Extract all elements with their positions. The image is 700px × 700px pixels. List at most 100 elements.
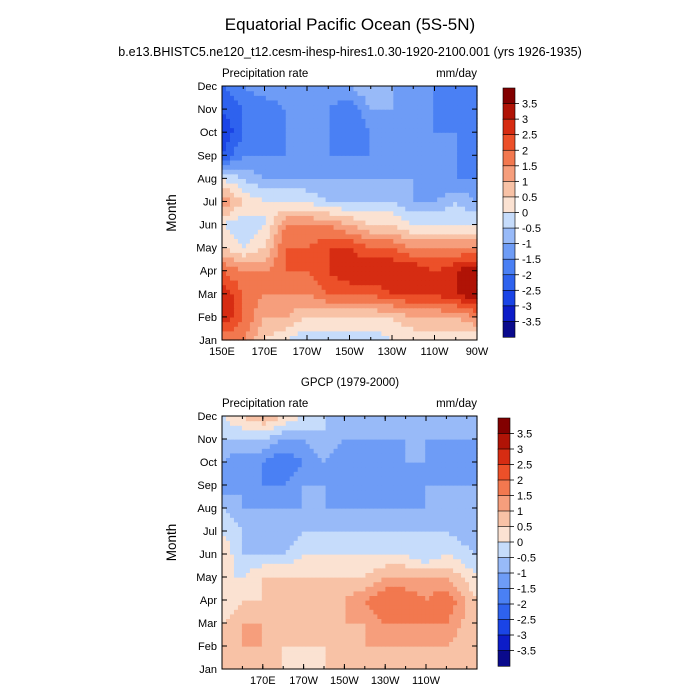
heatmap-cell <box>297 586 303 592</box>
heatmap-cell <box>457 86 462 92</box>
heatmap-cell <box>249 261 255 267</box>
heatmap-cell <box>265 146 271 152</box>
heatmap-cell <box>245 321 251 327</box>
heatmap-cell <box>405 284 410 290</box>
heatmap-cell <box>241 664 247 670</box>
heatmap-cell <box>365 99 371 106</box>
heatmap-cell <box>269 270 275 276</box>
heatmap-cell <box>293 192 299 198</box>
heatmap-cell <box>269 113 275 119</box>
heatmap-cell <box>385 99 390 106</box>
heatmap-cell <box>365 164 371 170</box>
heatmap-cell <box>429 326 434 332</box>
heatmap-cell <box>385 155 390 161</box>
heatmap-cell <box>341 595 347 601</box>
heatmap-cell <box>325 224 331 230</box>
heatmap-cell <box>321 632 327 638</box>
heatmap-cell <box>409 307 414 313</box>
heatmap-cell <box>361 192 367 198</box>
heatmap-cell <box>285 659 291 665</box>
heatmap-cell <box>401 224 406 230</box>
heatmap-cell <box>333 146 339 152</box>
heatmap-cell <box>413 307 418 313</box>
heatmap-cell <box>289 330 295 336</box>
heatmap-cell <box>285 641 291 647</box>
heatmap-cell <box>309 182 315 189</box>
heatmap-cell <box>401 229 406 235</box>
heatmap-cell <box>433 586 438 592</box>
heatmap-cell <box>222 252 227 258</box>
heatmap-cell <box>389 604 394 610</box>
heatmap-cell <box>441 224 446 230</box>
heatmap-cell <box>341 146 347 152</box>
heatmap-cell <box>289 146 295 152</box>
heatmap-cell <box>329 164 335 170</box>
heatmap-cell <box>417 600 422 606</box>
heatmap-cell <box>353 90 359 96</box>
heatmap-cell <box>357 261 363 267</box>
heatmap-cell <box>257 284 263 290</box>
heatmap-cell <box>357 229 363 235</box>
heatmap-cell <box>337 132 343 138</box>
heatmap-cell <box>461 581 466 587</box>
heatmap-cell <box>469 155 474 161</box>
heatmap-cell <box>249 284 255 290</box>
heatmap-cell <box>337 113 343 119</box>
heatmap-cell <box>341 192 347 198</box>
heatmap-cell <box>222 90 227 96</box>
heatmap-cell <box>449 293 454 300</box>
heatmap-cell <box>389 150 394 156</box>
heatmap-cell <box>401 650 406 656</box>
heatmap-cell <box>341 238 347 244</box>
heatmap-cell <box>237 178 243 184</box>
heatmap-cell <box>425 132 430 138</box>
heatmap-cell <box>309 155 315 161</box>
heatmap-cell <box>385 233 390 239</box>
heatmap-cell <box>457 104 462 110</box>
heatmap-cell <box>469 113 474 119</box>
heatmap-cell <box>341 224 347 230</box>
heatmap-cell <box>265 233 271 239</box>
heatmap-cell <box>297 99 303 106</box>
heatmap-cell <box>337 627 343 633</box>
heatmap-cell <box>273 201 279 207</box>
heatmap-cell <box>425 303 430 309</box>
heatmap-cell <box>317 266 323 272</box>
heatmap-cell <box>225 646 231 652</box>
heatmap-cell <box>225 632 231 638</box>
heatmap-cell <box>289 604 295 610</box>
heatmap-cell <box>437 275 442 281</box>
heatmap-cell <box>385 270 390 276</box>
heatmap-cell <box>465 613 470 619</box>
heatmap-cell <box>429 118 434 124</box>
heatmap-cell <box>241 266 247 272</box>
heatmap-cell <box>309 326 315 332</box>
panel-2: Precipitation rate mm/dayJanFebMarAprMayJ… <box>164 398 536 687</box>
heatmap-cell <box>429 187 434 193</box>
heatmap-cell <box>345 270 351 276</box>
colorbar-label: 2.5 <box>522 130 537 142</box>
heatmap-cell <box>421 187 426 193</box>
heatmap-cell <box>385 229 390 235</box>
heatmap-cell <box>373 215 378 221</box>
heatmap-cell <box>257 577 263 583</box>
heatmap-cell <box>345 289 351 295</box>
heatmap-cell <box>269 215 275 221</box>
heatmap-cell <box>281 141 287 147</box>
heatmap-cell <box>461 321 466 327</box>
heatmap-cell <box>301 118 307 124</box>
heatmap-cell <box>329 261 335 267</box>
heatmap-cell <box>257 307 263 313</box>
heatmap-cell <box>245 192 251 198</box>
heatmap-cell <box>369 252 374 258</box>
heatmap-cell <box>381 169 386 175</box>
heatmap-cell <box>297 178 303 184</box>
heatmap-cell <box>449 169 454 175</box>
heatmap-cell <box>473 581 478 587</box>
heatmap-cell <box>361 95 367 101</box>
heatmap-cell <box>433 604 438 610</box>
heatmap-cell <box>397 284 402 290</box>
heatmap-cell <box>345 572 351 578</box>
heatmap-cell <box>341 136 347 143</box>
heatmap-cell <box>265 201 271 207</box>
